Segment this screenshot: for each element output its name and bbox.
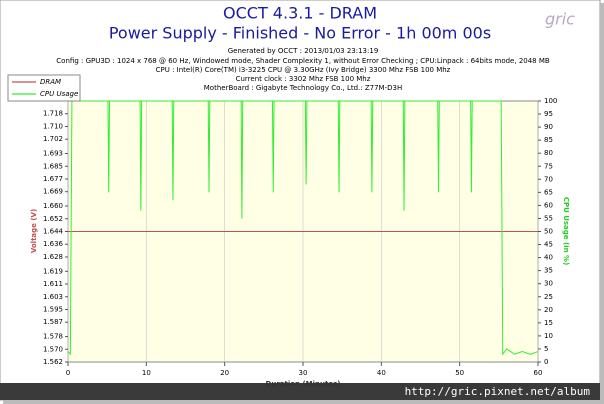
y-tick-label: 1.636 <box>43 240 64 248</box>
info-line: Config : GPU3D : 1024 x 768 @ 60 Hz, Win… <box>56 57 550 65</box>
y2-tick-label: 45 <box>544 241 553 249</box>
y2-tick-label: 5 <box>544 345 548 353</box>
y-tick-label: 1.660 <box>43 202 63 210</box>
y2-tick-label: 50 <box>544 228 553 236</box>
info-line: MotherBoard : Gigabyte Technology Co., L… <box>204 84 402 92</box>
y-tick-label: 1.619 <box>43 267 63 275</box>
y-tick-label: 1.710 <box>43 122 63 130</box>
x-tick-label: 50 <box>455 369 464 377</box>
x-tick-label: 10 <box>142 369 151 377</box>
shadow <box>600 3 604 404</box>
y2-tick-label: 25 <box>544 293 553 301</box>
y-tick-label: 1.595 <box>43 305 63 313</box>
y2-tick-label: 20 <box>544 306 553 314</box>
y-tick-label: 1.718 <box>43 110 63 118</box>
y-tick-label: 1.603 <box>43 293 63 301</box>
legend-box <box>7 74 81 102</box>
y2-tick-label: 0 <box>544 358 548 366</box>
y-tick-label: 1.693 <box>43 150 63 158</box>
y-axis-label: Voltage (V) <box>30 209 38 253</box>
x-axis-label: Duration (Minutes) <box>266 380 341 388</box>
legend-label: DRAM <box>40 78 61 86</box>
y-tick-label: 1.644 <box>43 228 64 236</box>
y2-tick-label: 35 <box>544 267 553 275</box>
series-line <box>67 100 539 356</box>
y2-tick-label: 40 <box>544 254 553 262</box>
y2-tick-label: 70 <box>544 175 553 183</box>
y2-tick-label: 10 <box>544 332 553 340</box>
x-tick-label: 40 <box>377 369 386 377</box>
watermark: http://gric.pixnet.net/album <box>405 385 591 398</box>
info-line: Generated by OCCT : 2013/01/03 23:13:19 <box>228 47 379 55</box>
y-tick-label: 1.628 <box>43 253 63 261</box>
y2-tick-label: 90 <box>544 123 553 131</box>
y-tick-label: 1.570 <box>43 345 63 353</box>
x-tick-label: 60 <box>534 369 543 377</box>
y2-axis-label: CPU Usage (in %) <box>562 197 570 265</box>
y2-tick-label: 100 <box>544 97 557 105</box>
chart-subtitle: Power Supply - Finished - No Error - 1h … <box>109 24 491 43</box>
chart-title: OCCT 4.3.1 - DRAM <box>223 4 377 23</box>
y2-tick-label: 15 <box>544 319 553 327</box>
x-tick-label: 0 <box>66 369 70 377</box>
watermark-bar <box>0 383 600 400</box>
y2-tick-label: 55 <box>544 214 553 222</box>
y2-tick-label: 65 <box>544 188 553 196</box>
info-line: Current clock : 3302 Mhz FSB 100 Mhz <box>236 75 371 83</box>
y-tick-label: 1.677 <box>43 175 63 183</box>
shadow <box>3 400 604 404</box>
y-tick-label: 1.611 <box>43 280 63 288</box>
info-line: CPU : Intel(R) Core(TM) i3-3225 CPU @ 3.… <box>156 66 451 74</box>
y-tick-label: 1.669 <box>43 188 63 196</box>
y-tick-label: 1.587 <box>43 318 63 326</box>
watermark: gric <box>545 10 575 29</box>
y2-tick-label: 85 <box>544 136 553 144</box>
y2-tick-label: 75 <box>544 162 553 170</box>
x-tick-label: 30 <box>299 369 308 377</box>
y2-tick-label: 80 <box>544 149 553 157</box>
y-tick-label: 1.652 <box>43 215 63 223</box>
y2-tick-label: 60 <box>544 201 553 209</box>
y-tick-label: 1.685 <box>43 162 63 170</box>
y-tick-label: 1.702 <box>43 135 63 143</box>
y-tick-label: 1.578 <box>43 333 63 341</box>
x-tick-label: 20 <box>220 369 229 377</box>
legend-label: CPU Usage <box>40 90 78 98</box>
y-tick-label: 1.562 <box>43 358 63 366</box>
y2-tick-label: 30 <box>544 280 553 288</box>
y2-tick-label: 95 <box>544 110 553 118</box>
